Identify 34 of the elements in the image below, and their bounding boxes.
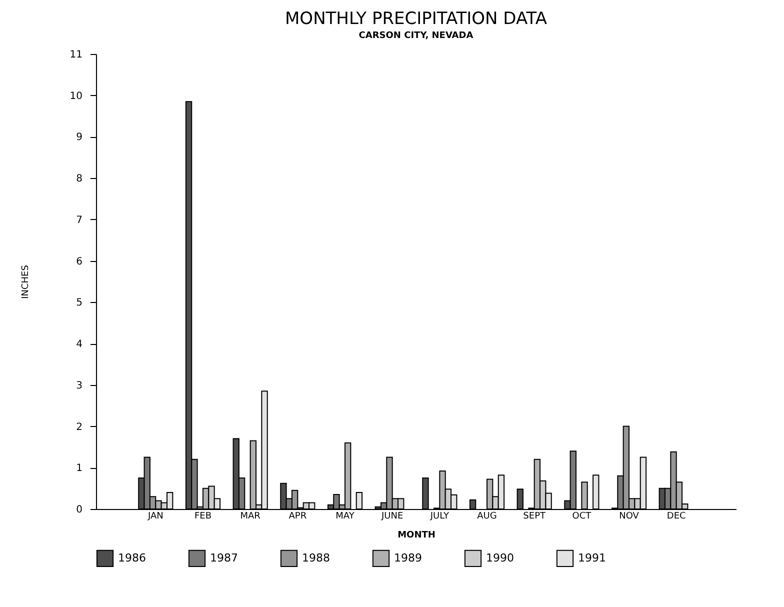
x-tick-label: AUG [477,512,497,522]
y-tick-label: 8 [76,174,82,185]
y-tick-label: 3 [76,380,82,392]
legend-label: 1990 [486,551,514,564]
x-tick-label: MAR [240,512,260,522]
y-tick-label: 2 [76,422,82,433]
y-tick-label: 4 [76,339,82,350]
x-axis-title: MONTH [398,530,436,540]
y-tick-label: 10 [70,90,82,102]
legend-label: 1988 [302,551,330,564]
legend-label: 1987 [210,551,238,564]
x-tick-label: JUNE [380,512,404,522]
x-tick-label: MAY [336,512,355,522]
x-tick-label: NOV [619,512,640,522]
x-tick-label: OCT [572,512,592,522]
chart-subtitle: CARSON CITY, NEVADA [358,31,474,41]
y-tick-label: 11 [70,50,82,60]
legend-label: 1986 [118,551,146,564]
x-tick-label: APR [288,512,307,522]
y-tick-label: 1 [76,463,82,474]
chart-title: MONTHLY PRECIPITATION DATA [285,9,548,29]
y-axis-title: INCHES [20,264,31,299]
y-tick-label: 0 [76,504,82,516]
y-tick-label: 7 [76,214,82,226]
x-tick-label: JAN [146,512,164,522]
y-tick-label: 6 [76,256,82,268]
legend-label: 1991 [578,551,606,564]
x-tick-label: SEPT [523,512,546,522]
x-tick-label: JULY [429,512,450,522]
x-tick-label: DEC [666,512,686,522]
legend-label: 1989 [394,551,422,564]
x-tick-label: FEB [194,512,212,522]
y-tick-label: 5 [76,298,82,309]
y-tick-label: 9 [76,132,82,144]
